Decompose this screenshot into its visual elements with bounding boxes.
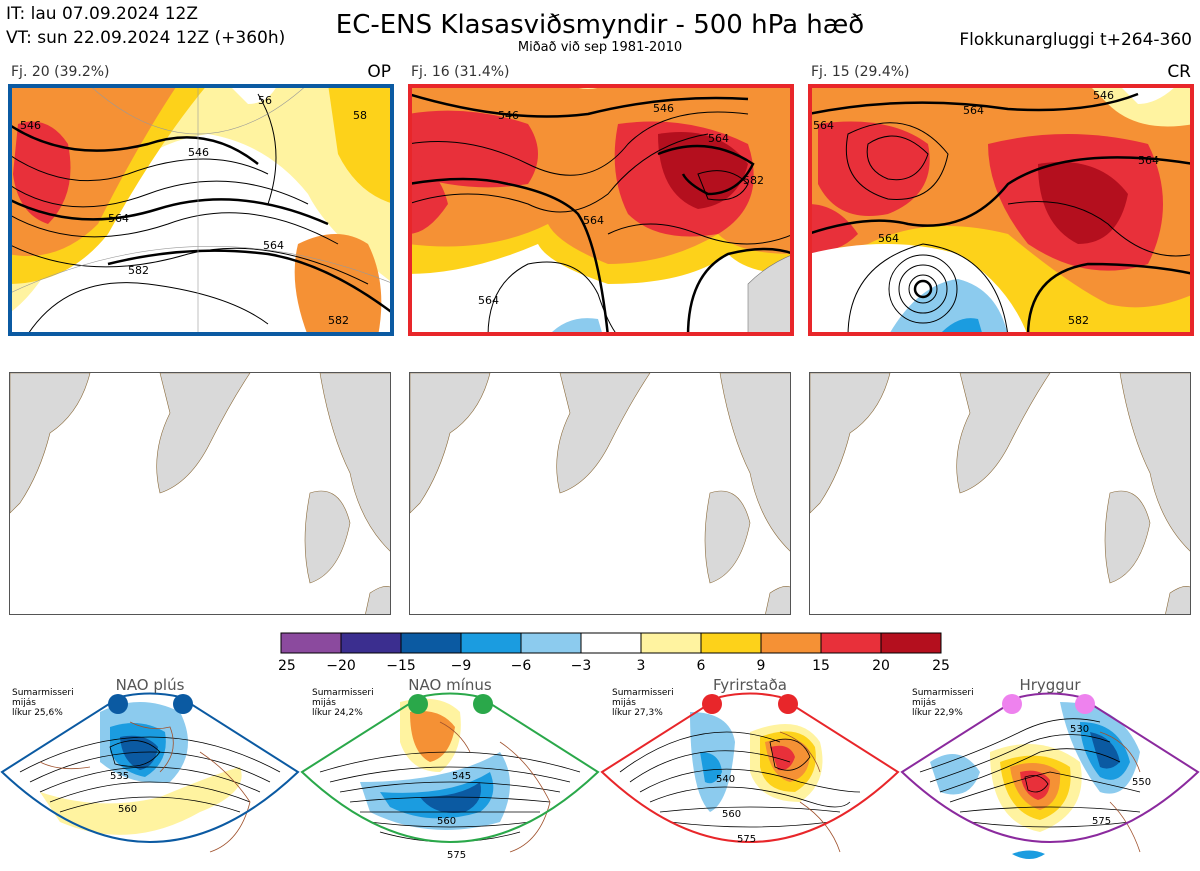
- contour-label: 535: [110, 771, 129, 782]
- cluster-map: 546 564 564 564 564 582: [808, 84, 1194, 336]
- regime-nao-minus: 545 560 575 NAO mínus Sumarmisseri mijás…: [300, 672, 600, 871]
- regime-season: Sumarmisseri: [12, 688, 74, 698]
- contour-label: 560: [118, 804, 137, 815]
- valid-time: VT: sun 22.09.2024 12Z (+360h): [6, 28, 286, 48]
- regime-stat: mijás: [612, 698, 636, 708]
- anomaly-colorbar: −25 −20 −15 −9 −6 −3 3 6 9 15 20 25: [279, 632, 950, 672]
- regime-probability: líkur 25,6%: [12, 708, 63, 718]
- cluster-label: Fj. 20 (39.2%): [11, 64, 110, 80]
- contour-label: 564: [878, 232, 899, 245]
- regime-info: Sumarmisseri mijás líkur 25,6%: [12, 688, 74, 718]
- contour-label: 575: [1092, 816, 1111, 827]
- contour-label: 582: [1068, 314, 1089, 327]
- colorbar-tick-label: −15: [386, 658, 416, 672]
- contour-label: 564: [108, 212, 129, 225]
- colorbar-swatch: [580, 632, 642, 654]
- contour-label: 560: [437, 816, 456, 827]
- colorbar-tick-label: −3: [571, 658, 592, 672]
- contour-label: 58: [353, 109, 367, 122]
- contour-label: 564: [263, 239, 284, 252]
- regime-season: Sumarmisseri: [912, 688, 974, 698]
- colorbar-tick-label: 15: [812, 658, 830, 672]
- colorbar-swatch: [340, 632, 402, 654]
- colorbar-swatch: [700, 632, 762, 654]
- regime-title: Hryggur: [1019, 676, 1081, 694]
- cluster-panel-1: Fj. 20 (39.2%) OP 546: [8, 62, 394, 336]
- contour-label: 546: [20, 119, 41, 132]
- contour-label: 582: [743, 174, 764, 187]
- regime-season: Sumarmisseri: [312, 688, 374, 698]
- cluster-tag: CR: [1167, 62, 1191, 82]
- contour-label: 564: [478, 294, 499, 307]
- colorbar-tick-label: −25: [279, 658, 296, 672]
- colorbar-tick-label: −20: [326, 658, 356, 672]
- land-map-1: [9, 372, 391, 615]
- regime-info: Sumarmisseri mijás líkur 27,3%: [612, 688, 674, 718]
- regime-info: Sumarmisseri mijás líkur 24,2%: [312, 688, 374, 718]
- contour-label: 540: [716, 774, 735, 785]
- colorbar-tick-label: 6: [697, 658, 706, 672]
- contour-label: 545: [452, 771, 471, 782]
- contour-label: 564: [1138, 154, 1159, 167]
- regime-season: Sumarmisseri: [612, 688, 674, 698]
- contour-label: 564: [963, 104, 984, 117]
- contour-label: 582: [328, 314, 349, 327]
- regime-ridge: 530 550 575 Hryggur Sumarmisseri mijás l…: [900, 672, 1200, 871]
- colorbar-tick-label: 20: [872, 658, 890, 672]
- colorbar-tick-label: −9: [451, 658, 472, 672]
- contour-label: 550: [1132, 777, 1151, 788]
- contour-label: 564: [708, 132, 729, 145]
- cluster-panel-2: Fj. 16 (31.4%) 546 546 564: [408, 64, 794, 336]
- init-time: IT: lau 07.09.2024 12Z: [6, 4, 198, 24]
- regime-stat: mijás: [912, 698, 936, 708]
- contour-label: 546: [653, 102, 674, 115]
- contour-label: 56: [258, 94, 272, 107]
- colorbar-tick-label: 9: [757, 658, 766, 672]
- regime-probability: líkur 22,9%: [912, 708, 963, 718]
- contour-label: 564: [813, 119, 834, 132]
- regime-title: NAO mínus: [408, 676, 492, 694]
- cluster-label: Fj. 15 (29.4%): [811, 64, 910, 80]
- page-title: EC-ENS Klasasviðsmyndir - 500 hPa hæð: [335, 10, 865, 40]
- regime-probability: líkur 24,2%: [312, 708, 363, 718]
- regime-stat: mijás: [12, 698, 36, 708]
- colorbar-swatch: [460, 632, 522, 654]
- cluster-panel-3: Fj. 15 (29.4%) CR 546: [808, 62, 1194, 336]
- cluster-map: 546 546 564 564 564 582: [408, 84, 794, 336]
- classification-window: Flokkunargluggi t+264-360: [959, 30, 1192, 50]
- land-map-3: [809, 372, 1191, 615]
- contour-label: 564: [583, 214, 604, 227]
- regime-probability: líkur 27,3%: [612, 708, 663, 718]
- regime-nao-plus: 535 560 NAO plús Sumarmisseri mijás líku…: [0, 672, 300, 871]
- contour-label: 582: [128, 264, 149, 277]
- contour-label: 546: [1093, 89, 1114, 102]
- contour-label: 530: [1070, 724, 1089, 735]
- land-map-2: [409, 372, 791, 615]
- colorbar-swatch: [640, 632, 702, 654]
- contour-label: 560: [722, 809, 741, 820]
- contour-label: 575: [447, 850, 466, 861]
- page-subtitle: Miðað við sep 1981-2010: [517, 40, 683, 55]
- cluster-label: Fj. 16 (31.4%): [411, 64, 510, 80]
- regime-blocking: 540 560 575 Fyrirstaða Sumarmisseri mijá…: [600, 672, 900, 871]
- contour-label: 546: [188, 146, 209, 159]
- colorbar-swatch: [520, 632, 582, 654]
- cluster-tag: OP: [367, 62, 391, 82]
- regime-stat: mijás: [312, 698, 336, 708]
- colorbar-swatch: [280, 632, 342, 654]
- contour-label: 546: [498, 109, 519, 122]
- regime-title: NAO plús: [115, 676, 185, 694]
- contour-label: 575: [737, 834, 756, 845]
- colorbar-swatch: [880, 632, 942, 654]
- colorbar-swatch: [400, 632, 462, 654]
- colorbar-tick-label: 25: [932, 658, 950, 672]
- colorbar-swatch: [820, 632, 882, 654]
- cluster-map: 546 546 564 564 582 582 56 58: [8, 84, 394, 336]
- regime-info: Sumarmisseri mijás líkur 22,9%: [912, 688, 974, 718]
- colorbar-swatch: [760, 632, 822, 654]
- regime-title: Fyrirstaða: [713, 676, 787, 694]
- colorbar-tick-label: −6: [511, 658, 532, 672]
- colorbar-tick-label: 3: [637, 658, 646, 672]
